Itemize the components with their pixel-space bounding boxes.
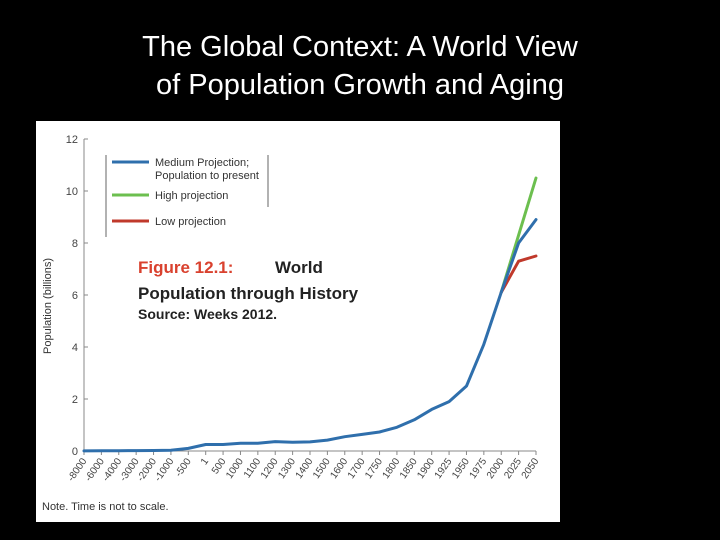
x-tick-label: 1750 <box>363 456 385 481</box>
x-tick-label: 1925 <box>433 456 455 481</box>
population-chart: 024681012-8000-6000-4000-3000-2000-1000-… <box>42 134 542 513</box>
y-tick-label: 4 <box>72 342 78 354</box>
x-tick-label: 1000 <box>224 456 246 481</box>
x-tick-label: 1400 <box>294 456 316 481</box>
y-tick-label: 8 <box>72 238 78 250</box>
x-tick-label: 1850 <box>398 456 420 481</box>
slide-title-line-1: The Global Context: A World View <box>142 31 578 63</box>
x-tick-label: 1600 <box>328 456 350 481</box>
y-tick-label: 10 <box>66 186 78 198</box>
series-line-2 <box>499 254 538 294</box>
legend-label-0: Medium Projection; Population to present <box>155 157 259 182</box>
x-tick-label: 1800 <box>381 456 403 481</box>
legend: Medium Projection; Population to present H… <box>105 155 269 237</box>
x-tick-label: -500 <box>173 456 194 479</box>
slide-title-line-2: of Population Growth and Aging <box>156 69 564 101</box>
figure-caption-title-1: World <box>275 258 323 277</box>
y-axis-label: Population (billions) <box>42 258 54 354</box>
y-tick-label: 0 <box>72 446 78 458</box>
figure-caption-label: Figure 12.1: <box>138 258 233 277</box>
figure-caption-title-2: Population through History <box>138 284 359 303</box>
series-layer <box>82 176 538 453</box>
x-tick-label: 1950 <box>450 456 472 481</box>
figure-panel: 0 2 4 6 8 10 12 -8000 -6000 -4000 -3000 -2000 -1000-… <box>36 121 560 522</box>
y-tick-label: 2 <box>72 394 78 406</box>
y-tick-label: 6 <box>72 290 78 302</box>
x-tick-label: 1700 <box>346 456 368 481</box>
figure-note: Note. Time is not to scale. <box>42 501 169 513</box>
y-tick-label: 12 <box>66 134 78 146</box>
x-tick-label: 2050 <box>520 456 542 481</box>
x-tick-label: 1975 <box>468 456 490 481</box>
x-tick-label: 1500 <box>311 456 333 481</box>
x-tick-label: 2000 <box>485 456 507 481</box>
series-line-0 <box>82 218 538 453</box>
x-tick-label: 1900 <box>415 456 437 481</box>
legend-label-1: High projection <box>155 190 228 202</box>
figure-caption-source: Source: Weeks 2012. <box>138 306 277 322</box>
x-tick-label: -1000 <box>153 456 177 484</box>
x-tick-label: 1 <box>199 456 211 467</box>
x-tick-label: 1200 <box>259 456 281 481</box>
slide-title: The Global Context: A World View of Popu… <box>0 28 720 104</box>
legend-label-2: Low projection <box>155 216 226 228</box>
x-tick-label: 1300 <box>276 456 298 481</box>
x-tick-label: 2025 <box>502 456 524 481</box>
